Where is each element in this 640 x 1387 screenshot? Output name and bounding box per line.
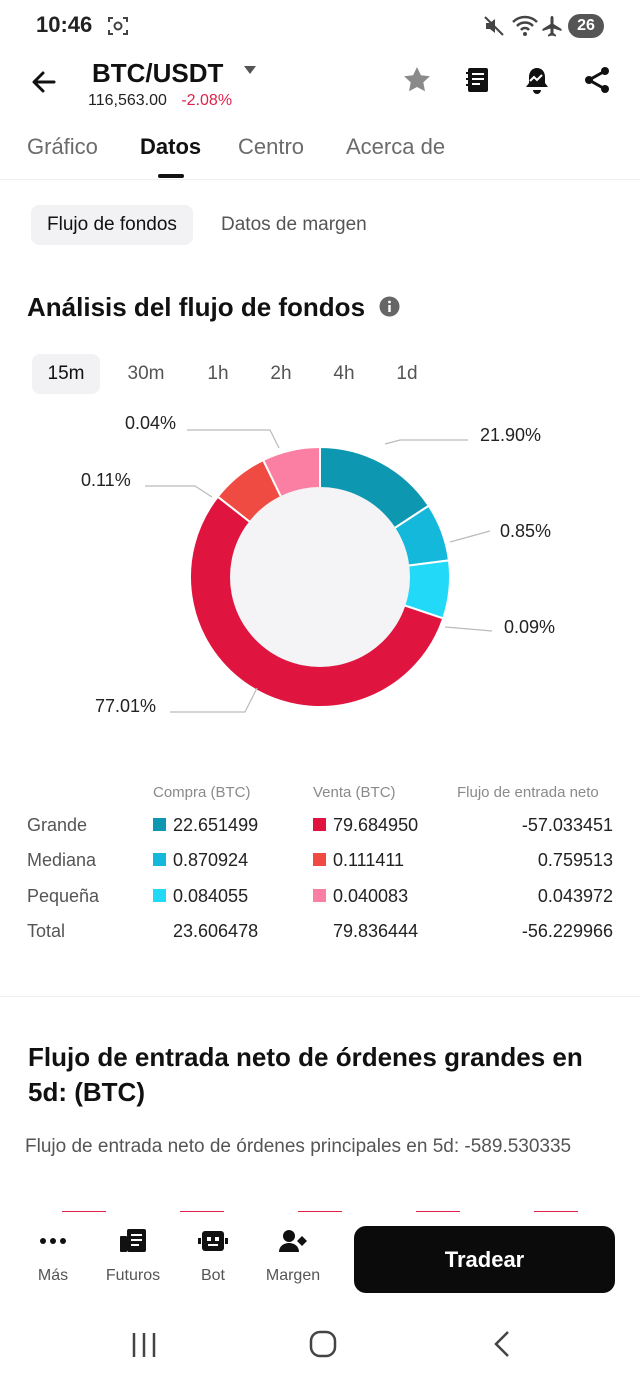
sell-value: 0.040083 xyxy=(333,886,409,906)
nav-margin-label: Margen xyxy=(265,1267,321,1284)
margin-icon xyxy=(279,1230,307,1252)
airplane-mode-icon xyxy=(542,16,562,37)
sell-value: 0.111411 xyxy=(333,850,405,870)
col-header-sell: Venta (BTC) xyxy=(313,784,396,801)
slice-label-medium-buy: 0.85% xyxy=(500,521,552,541)
main-tabs: Gráfico Datos Centro Acerca de xyxy=(0,124,640,180)
buy-color-swatch xyxy=(153,817,166,831)
sell-color-swatch xyxy=(313,888,326,902)
row-label: Total xyxy=(27,921,66,941)
nav-margin[interactable]: Margen xyxy=(258,1228,328,1285)
nav-futures-label: Futuros xyxy=(105,1267,161,1284)
slice-label-small-buy: 0.09% xyxy=(504,617,556,637)
buy-color-swatch xyxy=(153,852,166,866)
last-price: 116,563.00 xyxy=(88,92,167,109)
row-label: Pequeña xyxy=(27,886,100,906)
row-label: Grande xyxy=(27,815,88,835)
total-buy-value: 23.606478 xyxy=(173,921,259,941)
slice-label-small-sell: 0.04% xyxy=(125,413,177,433)
status-bar: 10:46 26 xyxy=(0,0,640,52)
tab-centro[interactable]: Centro xyxy=(238,134,305,159)
home-icon[interactable] xyxy=(308,1329,338,1359)
tab-grafico[interactable]: Gráfico xyxy=(27,134,98,159)
price-row: 116,563.00 -2.08% xyxy=(88,92,232,110)
trade-button[interactable]: Tradear xyxy=(354,1226,615,1293)
title-line-1: Flujo de entrada neto de órdenes grandes… xyxy=(28,1042,583,1072)
net-value: 0.043972 xyxy=(537,886,613,906)
nav-more[interactable]: Más xyxy=(18,1228,88,1285)
subtab-flujo-de-fondos[interactable]: Flujo de fondos xyxy=(31,205,193,245)
notebook-icon[interactable] xyxy=(462,64,494,96)
back-arrow-icon[interactable] xyxy=(30,68,58,96)
mute-icon xyxy=(484,16,504,36)
header: BTC/USDT 116,563.00 -2.08% xyxy=(0,52,640,118)
back-nav-icon[interactable] xyxy=(490,1329,514,1359)
nav-more-label: Más xyxy=(37,1267,69,1284)
tab-datos[interactable]: Datos xyxy=(140,134,202,159)
fund-flow-analysis-title: Análisis del flujo de fondos xyxy=(27,292,366,322)
battery-indicator: 26 xyxy=(568,14,604,38)
timeframe-15m[interactable]: 15m xyxy=(32,354,100,394)
timeframe-1h[interactable]: 1h xyxy=(207,363,229,384)
screenshot-icon xyxy=(108,17,128,35)
bottom-action-bar: Más Futuros Bot Margen Tradear xyxy=(0,1212,640,1307)
price-alert-bell-icon[interactable] xyxy=(521,64,553,96)
timeframe-4h[interactable]: 4h xyxy=(333,363,355,384)
bot-icon xyxy=(198,1231,228,1251)
donut-hole xyxy=(230,487,410,667)
subtab-datos-de-margen[interactable]: Datos de margen xyxy=(221,214,367,235)
sell-color-swatch xyxy=(313,817,326,831)
net-value: 0.759513 xyxy=(537,850,613,870)
row-label: Mediana xyxy=(27,850,97,870)
buy-value: 0.084055 xyxy=(173,886,249,906)
timeframe-2h[interactable]: 2h xyxy=(270,363,292,384)
buy-value: 22.651499 xyxy=(173,815,259,835)
buy-value: 0.870924 xyxy=(173,850,249,870)
nav-futures[interactable]: Futuros xyxy=(98,1228,168,1285)
wifi-icon xyxy=(512,15,538,36)
five-day-net-inflow-note: Flujo de entrada neto de órdenes princip… xyxy=(25,1136,572,1157)
total-net-value: -56.229966 xyxy=(521,921,613,941)
system-navigation-bar xyxy=(0,1307,640,1387)
slice-label-large-sell: 77.01% xyxy=(95,696,157,716)
slice-label-medium-sell: 0.11% xyxy=(81,470,131,490)
col-header-buy: Compra (BTC) xyxy=(153,784,251,801)
net-value: -57.033451 xyxy=(521,815,613,835)
pair-title[interactable]: BTC/USDT xyxy=(92,58,224,88)
nav-bot-label: Bot xyxy=(200,1267,225,1284)
share-icon[interactable] xyxy=(581,64,613,96)
buy-color-swatch xyxy=(153,888,166,902)
status-time: 10:46 xyxy=(36,12,93,37)
col-header-net: Flujo de entrada neto xyxy=(457,784,599,801)
recent-apps-icon[interactable] xyxy=(128,1331,160,1359)
fund-flow-donut-chart xyxy=(145,429,493,713)
futures-icon xyxy=(120,1229,146,1252)
section-divider xyxy=(0,996,640,997)
timeframe-1d[interactable]: 1d xyxy=(396,363,418,384)
tab-acerca-de[interactable]: Acerca de xyxy=(346,134,446,159)
slice-label-large-buy: 21.90% xyxy=(480,425,542,445)
sell-color-swatch xyxy=(313,852,326,866)
nav-bot[interactable]: Bot xyxy=(178,1228,248,1285)
price-change: -2.08% xyxy=(181,92,233,109)
large-orders-net-inflow-title: Flujo de entrada neto de órdenes grandes… xyxy=(28,1040,583,1110)
timeframe-30m[interactable]: 30m xyxy=(127,363,165,384)
favorite-star-icon[interactable] xyxy=(401,64,433,96)
more-dots-icon xyxy=(40,1238,66,1244)
info-icon[interactable] xyxy=(379,296,400,317)
pair-dropdown-icon[interactable] xyxy=(242,64,258,76)
total-sell-value: 79.836444 xyxy=(333,921,419,941)
sell-value: 79.684950 xyxy=(333,815,419,835)
active-tab-indicator xyxy=(158,174,184,178)
title-line-2: 5d: (BTC) xyxy=(28,1077,145,1107)
